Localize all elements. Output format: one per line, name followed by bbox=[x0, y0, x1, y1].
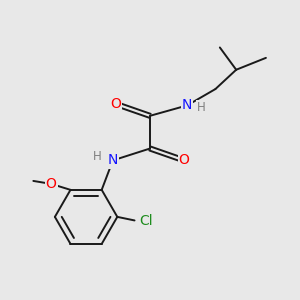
Text: O: O bbox=[46, 177, 57, 191]
Text: O: O bbox=[110, 97, 121, 111]
Text: N: N bbox=[108, 153, 118, 167]
Text: N: N bbox=[182, 98, 192, 112]
Text: Cl: Cl bbox=[140, 214, 153, 228]
Text: H: H bbox=[197, 101, 206, 114]
Text: O: O bbox=[179, 153, 190, 167]
Text: H: H bbox=[93, 150, 102, 163]
